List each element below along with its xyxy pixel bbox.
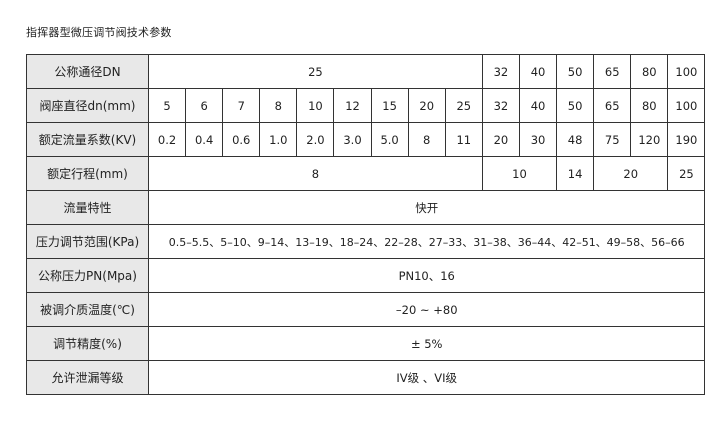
cell: 65 <box>593 88 632 123</box>
cell: 6 <box>185 88 224 123</box>
cell: 10 <box>481 156 558 191</box>
row-label: 允许泄漏等级 <box>26 360 149 395</box>
cell: 5 <box>147 88 187 123</box>
table-row-seat: 阀座直径dn(mm) 5 6 7 8 10 12 15 20 25 32 40 50 65 80 100 <box>26 88 706 123</box>
table-row-flow: 流量特性 快开 <box>26 190 706 225</box>
cell: 20 <box>407 88 446 123</box>
table-row-temp: 被调介质温度(℃) –20 ~ +80 <box>26 292 706 327</box>
cell: 14 <box>556 156 595 191</box>
cell: 80 <box>630 88 669 123</box>
cell: –20 ~ +80 <box>147 292 706 327</box>
cell: 15 <box>370 88 409 123</box>
row-label: 额定行程(mm) <box>26 156 149 191</box>
cell: ± 5% <box>147 326 706 361</box>
row-label: 公称压力PN(Mpa) <box>26 258 149 293</box>
cell: 3.0 <box>333 122 372 157</box>
cell: 50 <box>556 54 595 89</box>
cell: 120 <box>630 122 669 157</box>
cell: 12 <box>333 88 372 123</box>
cell: 32 <box>481 54 520 89</box>
cell: 0.4 <box>185 122 224 157</box>
row-label: 压力调节范围(KPa) <box>26 224 149 259</box>
cell: 40 <box>518 54 558 89</box>
row-label: 流量特性 <box>26 190 149 225</box>
cell: 65 <box>593 54 632 89</box>
cell: 2.0 <box>296 122 335 157</box>
cell: 0.2 <box>147 122 187 157</box>
row-label: 阀座直径dn(mm) <box>26 88 149 123</box>
page-title: 指挥器型微压调节阀技术参数 <box>26 26 172 39</box>
cell: 8 <box>407 122 446 157</box>
table-row-stroke: 额定行程(mm) 8 10 14 20 25 <box>26 156 706 191</box>
cell: 30 <box>518 122 558 157</box>
cell: 100 <box>667 88 706 123</box>
cell: 25 <box>148 54 483 89</box>
cell: 1.0 <box>259 122 298 157</box>
cell: 32 <box>481 88 520 123</box>
table-row-leakage: 允许泄漏等级 IV级 、VI级 <box>26 360 706 395</box>
cell: 20 <box>481 122 520 157</box>
cell: 48 <box>556 122 595 157</box>
cell: IV级 、VI级 <box>147 360 706 395</box>
table-row-pressure-range: 压力调节范围(KPa) 0.5–5.5、5–10、9–14、13–19、18–2… <box>26 224 706 259</box>
row-label: 额定流量系数(KV) <box>26 122 149 157</box>
spec-table: 公称通径DN 25 32 40 50 65 80 100 阀座直径dn(mm) … <box>26 54 706 395</box>
cell: PN10、16 <box>147 258 706 293</box>
table-row-pn: 公称压力PN(Mpa) PN10、16 <box>26 258 706 293</box>
table-row-dn: 公称通径DN 25 32 40 50 65 80 100 <box>26 54 706 89</box>
cell: 20 <box>593 156 669 191</box>
cell: 25 <box>667 156 706 191</box>
cell: 25 <box>444 88 483 123</box>
cell: 80 <box>630 54 669 89</box>
cell: 11 <box>444 122 483 157</box>
cell: 40 <box>518 88 558 123</box>
cell: 190 <box>667 122 706 157</box>
cell: 5.0 <box>370 122 409 157</box>
cell: 快开 <box>147 190 706 225</box>
cell: 7 <box>222 88 261 123</box>
cell: 8 <box>148 156 483 191</box>
cell: 0.6 <box>222 122 261 157</box>
row-label: 公称通径DN <box>26 54 149 89</box>
cell: 100 <box>667 54 706 89</box>
cell: 75 <box>593 122 632 157</box>
cell: 8 <box>259 88 298 123</box>
cell: 10 <box>296 88 335 123</box>
table-row-accuracy: 调节精度(%) ± 5% <box>26 326 706 361</box>
row-label: 调节精度(%) <box>26 326 149 361</box>
table-row-kv: 额定流量系数(KV) 0.2 0.4 0.6 1.0 2.0 3.0 5.0 8 11 20 30 4… <box>26 122 706 157</box>
row-label: 被调介质温度(℃) <box>26 292 149 327</box>
cell: 50 <box>556 88 595 123</box>
cell: 0.5–5.5、5–10、9–14、13–19、18–24、22–28、27–3… <box>147 224 706 259</box>
